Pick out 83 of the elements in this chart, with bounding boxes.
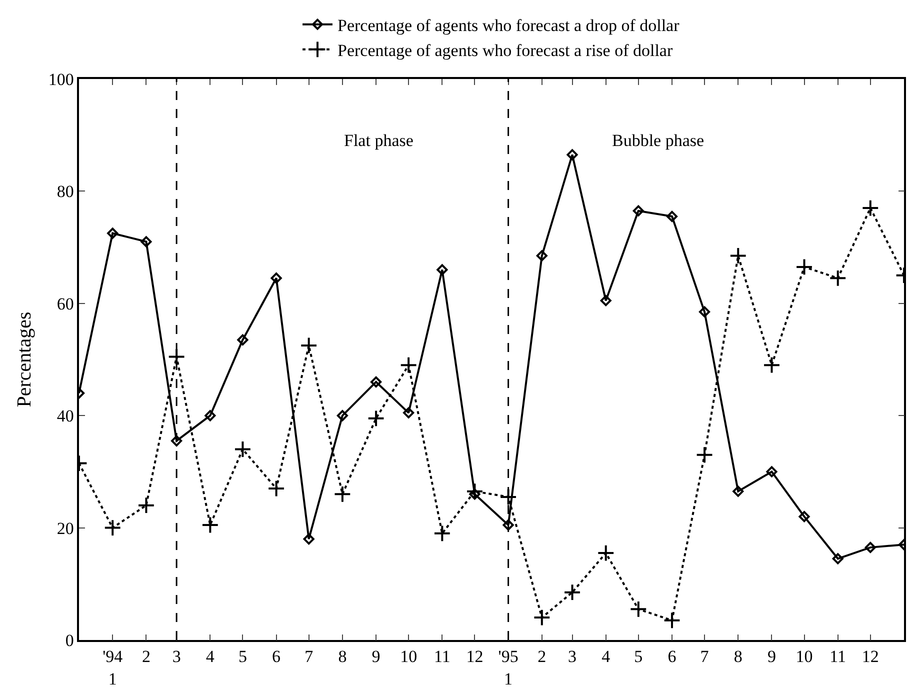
point: [334, 485, 352, 503]
point: [270, 272, 282, 284]
y-axis-title: Percentages: [13, 312, 36, 408]
x-tick-label: 12: [862, 647, 879, 666]
point: [600, 295, 612, 306]
x-tick-label: 10: [400, 647, 418, 666]
point: [632, 205, 644, 216]
point: [766, 466, 778, 478]
y-tick-label: 40: [56, 406, 74, 426]
x-tick-label: 2: [142, 647, 150, 666]
point: [829, 269, 847, 287]
point: [268, 480, 286, 498]
x-tick-label: 7: [304, 647, 314, 666]
point: [864, 542, 876, 553]
point: [698, 306, 710, 318]
x-tick-label: 7: [700, 647, 710, 666]
point: [832, 553, 844, 564]
y-tick-label: 20: [56, 518, 74, 538]
point: [533, 608, 551, 626]
point: [798, 511, 810, 522]
point: [469, 488, 480, 500]
x-tick-label: 11: [830, 647, 846, 666]
point: [204, 410, 216, 422]
point: [536, 250, 548, 262]
x-tick-label: 5: [238, 647, 247, 666]
point: [367, 410, 385, 428]
point: [300, 336, 318, 354]
y-tick-label: 100: [48, 70, 74, 89]
x-tick-label: '94 1: [102, 647, 124, 688]
point: [732, 486, 744, 497]
point: [104, 519, 122, 536]
x-tick-label: 3: [172, 647, 181, 666]
legend-label: Percentage of agents who forecast a drop of dollar: [338, 16, 680, 35]
y-tick-label: 60: [56, 294, 74, 314]
point: [630, 600, 648, 618]
x-tick-label: 12: [466, 647, 484, 666]
point: [370, 376, 382, 388]
point: [796, 258, 813, 276]
x-tick-label: 2: [538, 647, 546, 666]
point: [403, 407, 414, 418]
point: [140, 236, 152, 248]
y-tick-label: 0: [65, 630, 74, 650]
point: [862, 199, 880, 217]
x-tick-label: 8: [338, 647, 347, 666]
point: [729, 247, 747, 264]
annotation: Bubble phase: [612, 131, 704, 150]
point: [466, 482, 484, 500]
point: [400, 356, 418, 374]
x-tick-label: 9: [372, 647, 380, 666]
y-tick-label: 80: [56, 182, 74, 202]
x-tick-label: 6: [668, 647, 676, 666]
legend-label: Percentage of agents who forecast a rise of dollar: [338, 41, 673, 60]
point: [666, 210, 678, 222]
point: [237, 334, 248, 346]
point: [168, 348, 186, 366]
point: [436, 264, 448, 276]
x-tick-label: 4: [602, 647, 611, 666]
point: [201, 516, 219, 534]
point: [566, 149, 578, 160]
point: [663, 612, 681, 630]
point: [234, 440, 252, 458]
point: [597, 544, 615, 562]
x-tick-label: 9: [767, 647, 776, 666]
point: [502, 519, 514, 531]
annotation: Flat phase: [344, 131, 414, 150]
x-tick-label: 10: [796, 647, 813, 666]
point: [763, 356, 780, 374]
point: [171, 435, 182, 446]
x-tick-label: 3: [568, 647, 577, 666]
point: [107, 228, 118, 239]
point: [433, 524, 451, 542]
point: [138, 496, 155, 514]
x-tick-label: 8: [734, 647, 742, 666]
point: [336, 410, 348, 422]
x-tick-label: 5: [634, 647, 643, 666]
point: [303, 533, 314, 545]
point: [500, 488, 517, 506]
x-tick-label: 6: [272, 647, 281, 666]
point: [696, 446, 714, 464]
x-tick-label: 4: [206, 647, 215, 666]
point: [564, 584, 581, 602]
x-tick-label: '95 1: [498, 647, 518, 688]
x-tick-label: 11: [434, 647, 450, 666]
